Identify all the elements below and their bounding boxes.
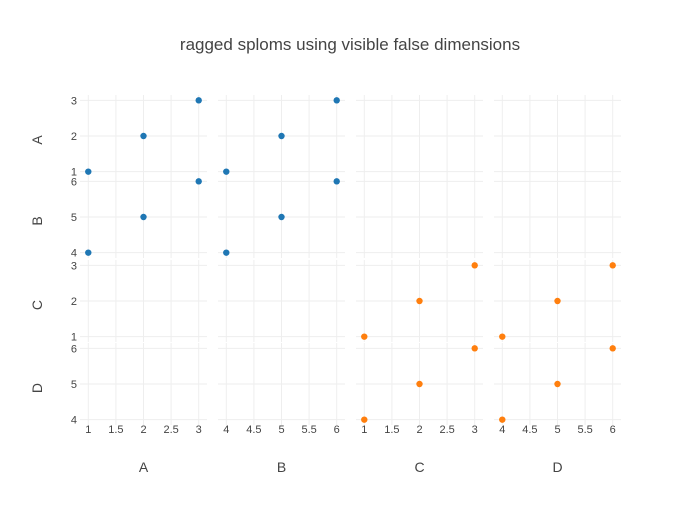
x-axis-label-d: D [552,459,562,475]
x-tick-label-d: 6 [610,424,616,436]
scatter-point-2-d-c-1 [361,416,368,423]
x-tick-label-c: 1.5 [384,424,399,436]
panel-a-d [494,95,621,177]
scatter-point-2-d-d-3 [609,345,616,352]
x-tick-label-a: 3 [196,424,202,436]
scatter-point-1-a-a-3 [195,97,202,104]
scatter-point-1-b-b-1 [223,249,230,256]
y-axis-label-c: C [29,300,45,310]
y-axis-label-b: B [29,216,45,225]
panel-c-a [80,260,207,342]
panel-b-c [356,176,483,258]
x-tick-label-d: 4.5 [522,424,537,436]
scatter-point-2-c-d-2 [554,297,561,305]
scatter-point-1-b-a-3 [195,178,202,185]
x-tick-label-a: 2 [140,424,146,436]
x-tick-label-b: 5.5 [301,424,316,436]
x-axis-label-b: B [277,459,286,475]
scatter-point-1-a-a-1 [85,168,92,175]
panel-a-c [356,95,483,177]
scatter-point-1-a-b-3 [333,97,340,104]
x-axis-label-c: C [414,459,424,475]
scatter-point-2-c-c-1 [361,333,368,340]
scatter-point-2-d-c-2 [416,380,423,388]
y-tick-label-d: 6 [71,343,77,355]
panel-b-d [494,176,621,258]
x-tick-label-c: 1 [361,424,367,436]
scatter-point-2-d-c-3 [471,345,478,352]
y-axis-label-a: A [29,135,45,145]
y-tick-label-a: 3 [71,95,77,107]
x-tick-label-d: 4 [499,424,505,436]
x-tick-label-b: 4 [223,424,229,436]
x-tick-label-a: 1.5 [108,424,123,436]
panel-d-b [218,343,345,425]
y-tick-label-b: 4 [71,248,77,260]
y-tick-label-d: 4 [71,415,77,427]
y-tick-label-a: 2 [71,131,77,143]
y-tick-label-b: 5 [71,212,77,224]
scatter-point-1-a-b-2 [278,132,285,140]
scatter-point-1-b-b-2 [278,213,285,221]
scatter-point-1-a-b-1 [223,168,230,175]
y-tick-label-b: 6 [71,176,77,188]
scatter-point-1-b-b-3 [333,178,340,185]
scatter-point-1-a-a-2 [140,132,147,140]
x-tick-label-c: 2.5 [439,424,454,436]
y-tick-label-a: 1 [71,167,77,179]
scatter-point-2-c-c-3 [471,262,478,269]
x-axis-label-a: A [139,459,149,475]
x-tick-label-a: 1 [85,424,91,436]
chart-layer: 1 2 3 A 4 5 6 B 1 2 3 C 4 5 6 D 1 1.5 2 2.5 3 A 4 4.5 5 5.5 6 B 1 1.5… [29,95,621,475]
x-tick-label-d: 5 [554,424,560,436]
x-tick-label-a: 2.5 [163,424,178,436]
scatter-point-2-d-d-1 [499,416,506,423]
scatter-point-2-c-d-1 [499,333,506,340]
y-tick-label-c: 1 [71,332,77,344]
x-tick-label-b: 5 [278,424,284,436]
y-tick-label-c: 3 [71,260,77,272]
x-tick-label-d: 5.5 [577,424,592,436]
scatter-point-1-b-a-1 [85,249,92,256]
y-axis-label-d: D [29,383,45,393]
y-tick-label-c: 2 [71,296,77,308]
chart-title: ragged sploms using visible false dimens… [180,35,520,54]
x-tick-label-b: 4.5 [246,424,261,436]
panel-c-b [218,260,345,342]
x-tick-label-b: 6 [334,424,340,436]
x-tick-label-c: 3 [472,424,478,436]
scatter-point-1-b-a-2 [140,213,147,221]
scatter-point-2-c-d-3 [609,262,616,269]
scatter-point-2-c-c-2 [416,297,423,305]
panel-d-a [80,343,207,425]
scatter-point-2-d-d-2 [554,380,561,388]
x-tick-label-c: 2 [416,424,422,436]
y-tick-label-d: 5 [71,379,77,391]
